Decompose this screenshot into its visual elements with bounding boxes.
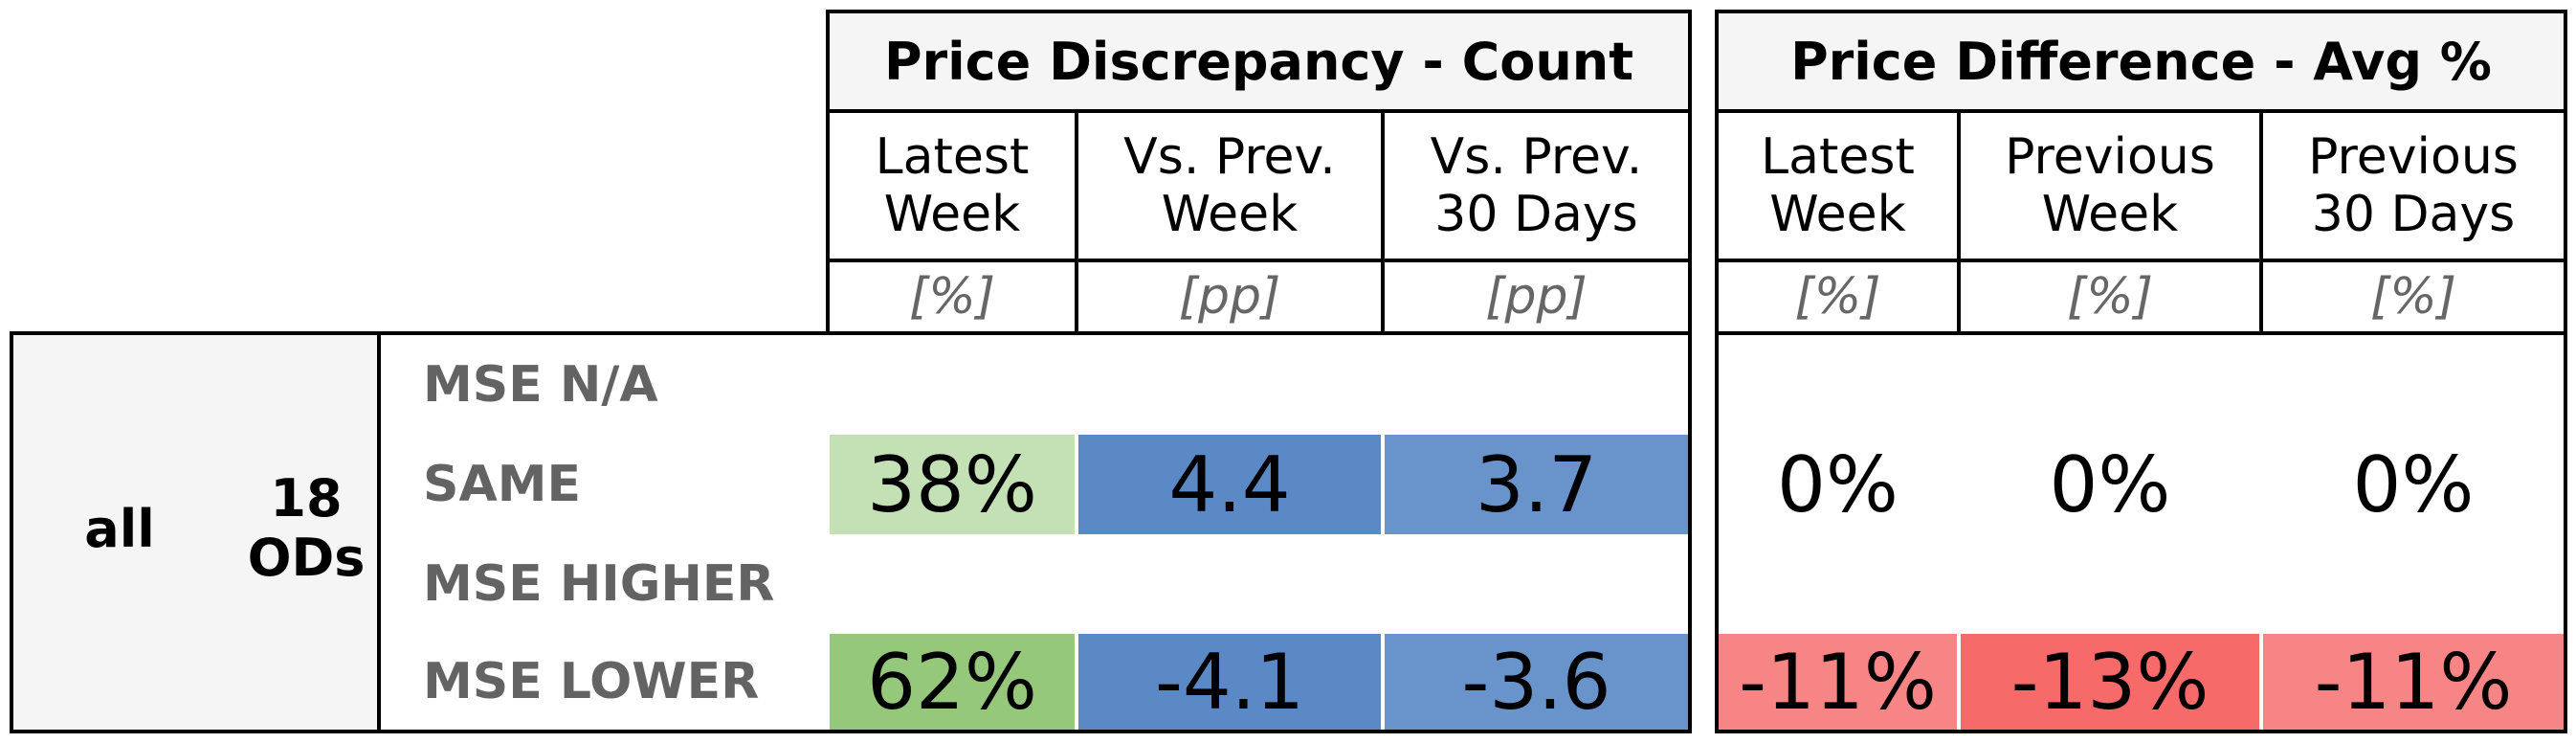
cell-same-latest-week-count: 38% xyxy=(830,435,1075,534)
header-vline-1 xyxy=(1075,109,1078,335)
cell-mse-na-previous-30-days xyxy=(2263,335,2564,435)
header-vline-2 xyxy=(1381,109,1385,335)
header-vline-3 xyxy=(1957,109,1961,335)
body-box-left xyxy=(377,331,1692,733)
cell-mse-lower-vs-prev-30-days: -3.6 xyxy=(1385,634,1688,730)
header-divider-left xyxy=(826,259,1692,262)
cell-same-latest-week-avg: 0% xyxy=(1777,439,1899,529)
header-divider-right xyxy=(1715,259,2567,262)
cell-mse-na-latest-week-count xyxy=(830,335,1075,435)
row-label-mse-lower: MSE LOWER xyxy=(423,653,760,710)
cell-same-vs-prev-week: 4.4 xyxy=(1078,435,1381,534)
col-head-latest-week-avg: Latest Week xyxy=(1761,128,1915,243)
cell-same-previous-week: 0% xyxy=(2049,439,2171,529)
row-label-same: SAME xyxy=(423,456,581,513)
col-head-vs-prev-week: Vs. Prev. Week xyxy=(1123,128,1336,243)
cell-mse-na-vs-prev-week xyxy=(1078,335,1381,435)
cell-mse-lower-previous-week: -13% xyxy=(1961,634,2259,730)
cell-mse-na-vs-prev-30-days xyxy=(1385,335,1688,435)
unit-latest-week-count: [%] xyxy=(909,268,995,326)
group-title-difference-avg: Price Difference - Avg % xyxy=(1715,10,2567,113)
cell-mse-lower-latest-week-avg: -11% xyxy=(1719,634,1957,730)
unit-previous-week: [%] xyxy=(2067,268,2153,326)
cell-mse-higher-latest-week-count xyxy=(830,534,1075,634)
cell-mse-higher-vs-prev-week xyxy=(1078,534,1381,634)
body-box-right xyxy=(1715,331,2567,733)
cell-mse-higher-latest-week-avg xyxy=(1719,534,1957,634)
cell-same-previous-30-days: 0% xyxy=(2352,439,2475,529)
cell-mse-higher-vs-prev-30-days xyxy=(1385,534,1688,634)
cell-mse-na-latest-week-avg xyxy=(1719,335,1957,435)
col-head-previous-30-days: Previous 30 Days xyxy=(2308,128,2519,243)
col-head-vs-prev-30-days: Vs. Prev. 30 Days xyxy=(1430,128,1643,243)
segment-count: 18 ODs xyxy=(247,468,366,588)
row-label-mse-na: MSE N/A xyxy=(423,356,658,414)
unit-latest-week-avg: [%] xyxy=(1794,268,1881,326)
cell-mse-higher-previous-30-days xyxy=(2263,534,2564,634)
cell-mse-lower-previous-30-days: -11% xyxy=(2263,634,2564,730)
row-label-mse-higher: MSE HIGHER xyxy=(423,555,775,613)
segment-name: all xyxy=(84,498,155,559)
cell-same-vs-prev-30-days: 3.7 xyxy=(1385,435,1688,534)
cell-mse-lower-latest-week-count: 62% xyxy=(830,634,1075,730)
cell-mse-higher-previous-week xyxy=(1961,534,2259,634)
col-head-latest-week-count: Latest Week xyxy=(875,128,1030,243)
cell-mse-na-previous-week xyxy=(1961,335,2259,435)
segment-box xyxy=(10,331,381,733)
unit-vs-prev-week: [pp] xyxy=(1178,268,1281,326)
cell-mse-lower-vs-prev-week: -4.1 xyxy=(1078,634,1381,730)
unit-previous-30-days: [%] xyxy=(2370,268,2456,326)
unit-vs-prev-30-days: [pp] xyxy=(1485,268,1588,326)
group-title-discrepancy-count: Price Discrepancy - Count xyxy=(826,10,1692,113)
col-head-previous-week: Previous Week xyxy=(2005,128,2215,243)
header-vline-4 xyxy=(2259,109,2263,335)
